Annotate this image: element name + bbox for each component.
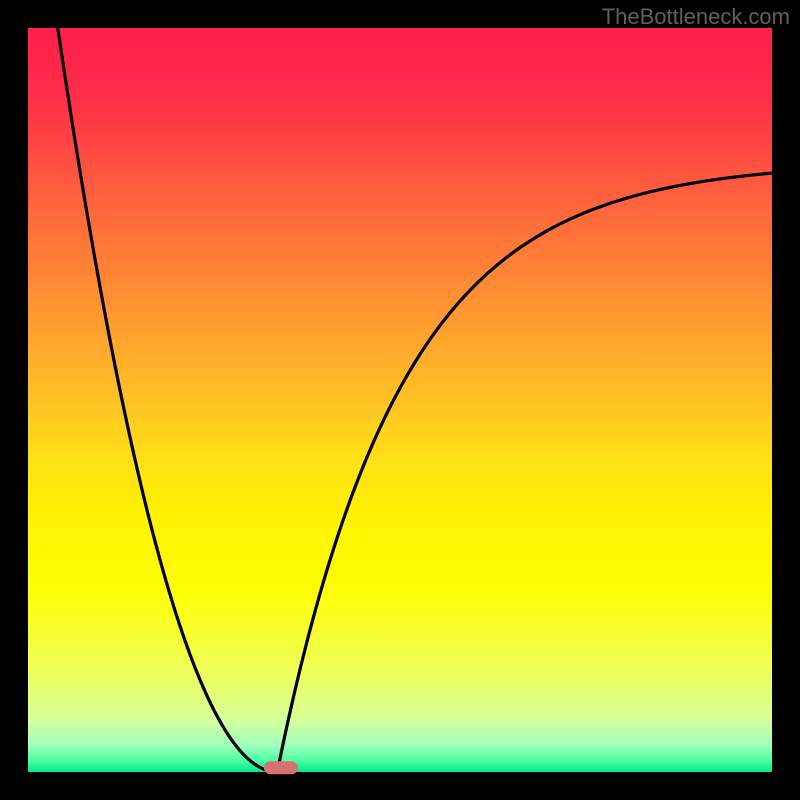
min-marker [264,761,298,774]
watermark-text: TheBottleneck.com [602,4,790,30]
chart-container: TheBottleneck.com [0,0,800,800]
gradient-background [28,28,772,772]
chart-svg [28,28,772,772]
plot-area [28,28,772,772]
